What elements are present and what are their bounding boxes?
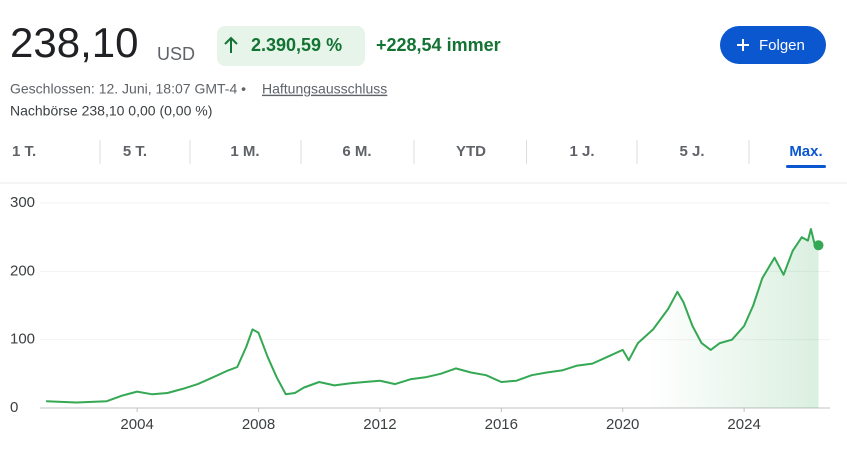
tab[interactable]: 1 M.	[230, 143, 259, 160]
after-hours: Nachbörse 238,10 0,00 (0,00 %)	[10, 103, 212, 119]
plus-icon	[737, 39, 749, 51]
tab[interactable]: Max.	[789, 143, 822, 160]
follow-button[interactable]	[720, 26, 826, 64]
last-point	[813, 240, 824, 251]
y-tick-label: 0	[10, 399, 18, 416]
follow-label[interactable]: Folgen	[759, 37, 805, 54]
currency: USD	[157, 44, 195, 64]
change-abs: +228,54 immer	[376, 35, 501, 55]
tab[interactable]: 1 J.	[569, 143, 594, 160]
x-tick-label: 2020	[606, 416, 639, 433]
tab[interactable]: 5 J.	[679, 143, 704, 160]
x-tick-label: 2012	[363, 416, 396, 433]
chart: 0 100 200 300 2004 2008 2012 2016 2020 2024	[10, 194, 830, 433]
price: 238,10	[10, 19, 138, 66]
y-tick-label: 200	[10, 262, 35, 279]
y-tick-label: 100	[10, 331, 35, 348]
tab[interactable]: 6 M.	[342, 143, 371, 160]
tab-bar: 1 T. 5 T. 1 M. 6 M. YTD 1 J. 5 J. Max.	[12, 140, 826, 168]
change-percent: 2.390,59 %	[251, 35, 342, 55]
area	[46, 229, 819, 408]
y-tick-label: 300	[10, 194, 35, 211]
x-tick-label: 2016	[485, 416, 518, 433]
x-tick-label: 2004	[120, 416, 153, 433]
change-badge	[217, 26, 365, 66]
price-line	[46, 228, 820, 404]
status: Geschlossen: 12. Juni, 18:07 GMT-4 •	[10, 81, 246, 97]
disclaimer-link[interactable]: Haftungsausschluss	[262, 81, 387, 97]
x-tick-label: 2008	[242, 416, 275, 433]
tab[interactable]: YTD	[456, 143, 486, 160]
tab-underline	[786, 165, 826, 168]
x-tick-label: 2024	[727, 416, 760, 433]
up-arrow	[224, 36, 238, 53]
tab[interactable]: 5 T.	[123, 143, 147, 160]
tab[interactable]: 1 T.	[12, 143, 36, 160]
